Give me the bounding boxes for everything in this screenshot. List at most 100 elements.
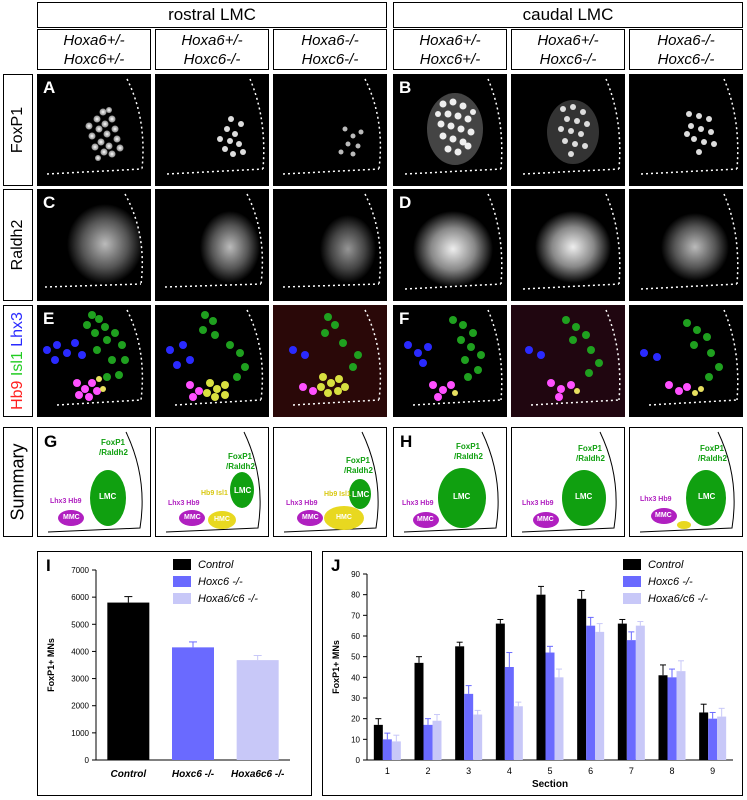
foxp1-image xyxy=(46,78,144,175)
legend-swatch xyxy=(173,593,191,604)
bar xyxy=(423,724,433,760)
label-lhx3-hb9: Lhx3 Hb9 xyxy=(522,500,554,507)
x-tick-label: Hoxc6 -/- xyxy=(172,769,215,780)
y-axis-label: FoxP1+ MNs xyxy=(331,640,341,694)
y-tick-label: 3000 xyxy=(71,675,89,684)
genotype-hoxc: Hoxc6+/- xyxy=(63,50,125,68)
raldh2-image xyxy=(640,193,739,290)
raldh2-panel-6 xyxy=(629,189,743,301)
label-hmc: HMC xyxy=(336,514,352,521)
bar xyxy=(617,623,627,760)
panel-letter-c: C xyxy=(43,193,56,212)
foxp1-panel-4: B xyxy=(393,74,507,186)
genotype-hoxc: Hoxc6+/- xyxy=(419,50,481,68)
row-label-raldh2-text: Raldh2 xyxy=(9,219,26,271)
summary-schematic xyxy=(165,431,261,533)
genotype-hoxc: Hoxc6-/- xyxy=(539,50,597,68)
label-mmc: MMC xyxy=(302,514,319,521)
y-tick-label: 0 xyxy=(356,756,361,765)
label-lmc: LMC xyxy=(99,492,117,501)
bar xyxy=(172,647,214,760)
bar xyxy=(545,652,555,760)
summary-panel-2: FoxP1 /Raldh2 LMC Hb9 Isl1 Lhx3 Hb9 MMC … xyxy=(155,427,269,537)
chart-i: 0 1000 2000 3000 4000 5000 6000 7000 FoxP1+ MNs C… xyxy=(46,559,290,780)
header-caudal-text: caudal LMC xyxy=(522,5,614,24)
legend-swatch xyxy=(173,559,191,570)
genotype-header-4: Hoxa6+/- Hoxc6+/- xyxy=(393,29,507,70)
row-label-summary-text: Summary xyxy=(7,443,28,521)
x-tick-label: Control xyxy=(111,769,147,780)
x-axis-label: Section xyxy=(532,779,568,790)
genotype-header-6: Hoxa6-/- Hoxc6-/- xyxy=(629,29,743,70)
bar xyxy=(577,598,587,760)
x-tick-label: 2 xyxy=(425,766,430,776)
legend-label: Hoxa6/c6 -/- xyxy=(648,593,708,605)
bar xyxy=(595,631,605,760)
markers-image xyxy=(511,305,625,417)
genotype-hoxa: Hoxa6+/- xyxy=(63,31,125,49)
foxp1-image xyxy=(640,78,739,175)
legend-label: Control xyxy=(198,559,234,571)
label-foxp1: FoxP1 xyxy=(101,438,126,447)
row-label-foxp1-text: FoxP1 xyxy=(9,106,26,154)
y-tick-label: 20 xyxy=(351,715,360,724)
bar xyxy=(635,625,645,760)
summary-schematic xyxy=(47,431,143,533)
legend-label: Control xyxy=(648,559,684,571)
genotype-header-2: Hoxa6+/- Hoxc6-/- xyxy=(155,29,269,70)
label-lhx3-hb9: Lhx3 Hb9 xyxy=(286,500,318,507)
label-raldh2: /Raldh2 xyxy=(226,462,255,471)
bar xyxy=(373,724,383,760)
label-lmc: LMC xyxy=(698,492,716,501)
genotype-hoxa: Hoxa6-/- xyxy=(301,31,359,49)
x-tick-label: 4 xyxy=(507,766,512,776)
bar xyxy=(236,660,279,760)
row-label-raldh2: Raldh2 xyxy=(3,189,33,301)
raldh2-panel-1: C xyxy=(37,189,151,301)
bar xyxy=(432,720,442,760)
summary-panel-3: FoxP1 /Raldh2 LMC Hb9 Isl1 Lhx3 Hb9 MMC … xyxy=(273,427,387,537)
markers-panel-4: F xyxy=(393,305,507,417)
foxp1-image xyxy=(522,78,621,175)
bar xyxy=(658,675,668,760)
label-lhx3-hb9: Lhx3 Hb9 xyxy=(640,496,672,503)
label-lmc: LMC xyxy=(575,492,593,501)
bar xyxy=(391,741,401,760)
foxp1-image xyxy=(166,78,265,175)
bar xyxy=(554,677,564,760)
y-tick-label: 6000 xyxy=(71,593,89,602)
genotype-hoxa: Hoxa6+/- xyxy=(419,31,481,49)
row-label-markers: Hb9 Isl1 Lhx3 xyxy=(3,305,33,417)
foxp1-panel-2 xyxy=(155,74,269,186)
panel-letter-j: J xyxy=(331,556,341,575)
marker-isl1: Isl1 xyxy=(9,351,26,381)
raldh2-image xyxy=(404,193,503,290)
label-foxp1: FoxP1 xyxy=(456,442,481,451)
y-tick-label: 7000 xyxy=(71,566,89,575)
genotype-header-5: Hoxa6+/- Hoxc6-/- xyxy=(511,29,625,70)
x-tick-label: 9 xyxy=(710,766,715,776)
bar xyxy=(513,706,523,760)
bar xyxy=(676,671,686,760)
bar xyxy=(667,677,677,760)
genotype-hoxa: Hoxa6+/- xyxy=(181,31,243,49)
raldh2-image xyxy=(282,193,382,288)
bar xyxy=(586,625,596,760)
markers-panel-3 xyxy=(273,305,387,417)
panel-letter-a: A xyxy=(43,78,56,97)
summary-schematic xyxy=(403,431,499,533)
label-mmc: MMC xyxy=(184,514,201,521)
summary-schematic xyxy=(521,431,617,533)
legend-label: Hoxa6/c6 -/- xyxy=(198,593,258,605)
chart-j-frame: J 0 10 20 30 40 50 60 70 80 90 FoxP1+ MNs 1 2 3 4 5 6 7 8 9… xyxy=(322,551,743,796)
x-tick-label: 8 xyxy=(669,766,674,776)
panel-letter-f: F xyxy=(399,309,410,328)
row-label-foxp1: FoxP1 xyxy=(3,74,33,186)
markers-image xyxy=(273,305,387,417)
label-raldh2: /Raldh2 xyxy=(698,454,727,463)
y-tick-label: 80 xyxy=(351,591,360,600)
marker-hb9: Hb9 xyxy=(9,380,26,410)
y-tick-label: 30 xyxy=(351,694,360,703)
markers-panel-6 xyxy=(629,305,743,417)
markers-panel-2 xyxy=(155,305,269,417)
